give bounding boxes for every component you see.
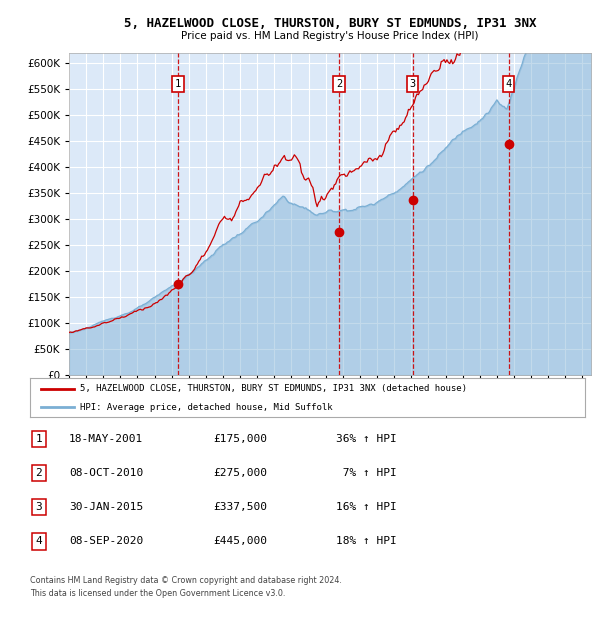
Text: Price paid vs. HM Land Registry's House Price Index (HPI): Price paid vs. HM Land Registry's House … bbox=[181, 31, 479, 41]
Text: 4: 4 bbox=[506, 79, 512, 89]
Text: 3: 3 bbox=[410, 79, 416, 89]
Text: 7% ↑ HPI: 7% ↑ HPI bbox=[336, 468, 397, 478]
Text: 16% ↑ HPI: 16% ↑ HPI bbox=[336, 502, 397, 512]
Text: 1: 1 bbox=[175, 79, 181, 89]
Text: Contains HM Land Registry data © Crown copyright and database right 2024.: Contains HM Land Registry data © Crown c… bbox=[30, 575, 342, 585]
Text: 4: 4 bbox=[35, 536, 43, 546]
Text: 5, HAZELWOOD CLOSE, THURSTON, BURY ST EDMUNDS, IP31 3NX: 5, HAZELWOOD CLOSE, THURSTON, BURY ST ED… bbox=[124, 17, 536, 30]
Text: 18-MAY-2001: 18-MAY-2001 bbox=[69, 434, 143, 444]
Text: 1: 1 bbox=[35, 434, 43, 444]
Text: £175,000: £175,000 bbox=[213, 434, 267, 444]
Text: £337,500: £337,500 bbox=[213, 502, 267, 512]
Text: 2: 2 bbox=[35, 468, 43, 478]
Text: £445,000: £445,000 bbox=[213, 536, 267, 546]
Text: £275,000: £275,000 bbox=[213, 468, 267, 478]
Text: 30-JAN-2015: 30-JAN-2015 bbox=[69, 502, 143, 512]
Text: 5, HAZELWOOD CLOSE, THURSTON, BURY ST EDMUNDS, IP31 3NX (detached house): 5, HAZELWOOD CLOSE, THURSTON, BURY ST ED… bbox=[80, 384, 467, 394]
Text: 36% ↑ HPI: 36% ↑ HPI bbox=[336, 434, 397, 444]
Text: 2: 2 bbox=[336, 79, 342, 89]
Text: This data is licensed under the Open Government Licence v3.0.: This data is licensed under the Open Gov… bbox=[30, 588, 286, 598]
Text: 18% ↑ HPI: 18% ↑ HPI bbox=[336, 536, 397, 546]
Text: 08-OCT-2010: 08-OCT-2010 bbox=[69, 468, 143, 478]
Text: 08-SEP-2020: 08-SEP-2020 bbox=[69, 536, 143, 546]
Text: HPI: Average price, detached house, Mid Suffolk: HPI: Average price, detached house, Mid … bbox=[80, 403, 332, 412]
Text: 3: 3 bbox=[35, 502, 43, 512]
